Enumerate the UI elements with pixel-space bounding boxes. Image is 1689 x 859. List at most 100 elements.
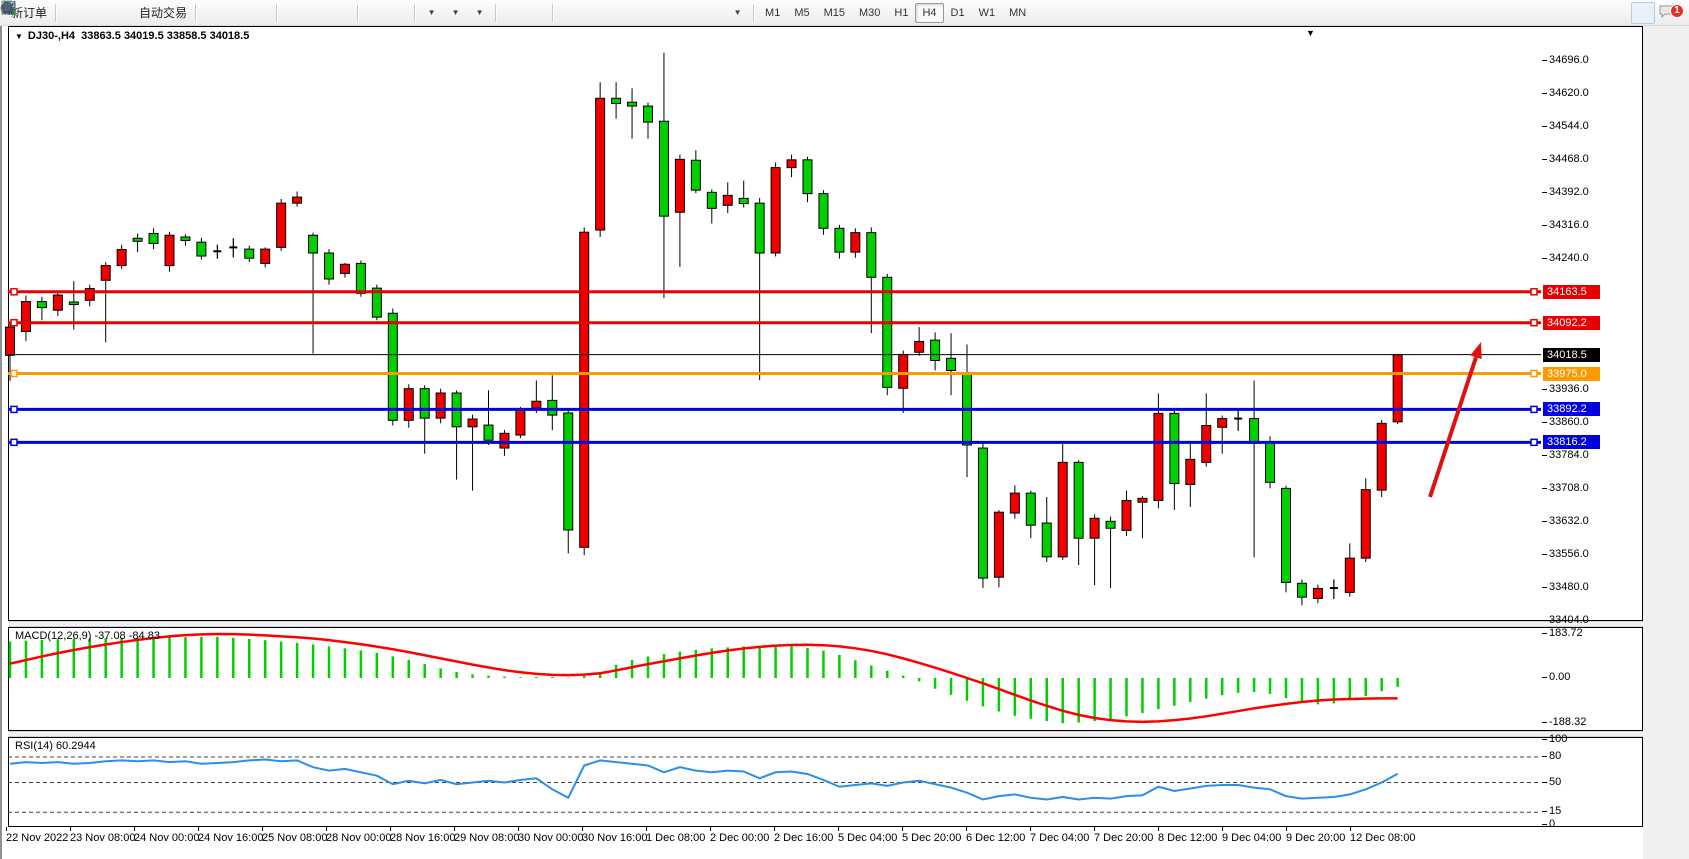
chart-shift-button[interactable] [1,2,410,24]
time-tick [262,827,263,831]
line-handle[interactable] [1530,405,1538,414]
timeframe-button-m1[interactable]: M1 [765,6,781,19]
line-handle[interactable] [1530,369,1538,378]
line-handle[interactable] [10,405,18,414]
tile-windows-button[interactable] [1,1,353,24]
line-handle[interactable] [1530,288,1538,296]
horizontal-line-button[interactable] [2,2,605,24]
line-chart-button[interactable] [1,2,272,24]
timeframe-button-d1[interactable]: D1 [950,6,965,19]
rsi-name: RSI [15,740,34,752]
window-left-edge [0,26,2,859]
crosshair-button[interactable] [2,2,548,24]
text-button[interactable]: A [4,1,701,24]
time-tick [1222,827,1223,831]
timeframe-button-w1[interactable]: W1 [978,6,996,19]
level-price-label: 33975.0 [1543,366,1600,381]
timeframe-button-m30[interactable]: M30 [859,6,881,19]
axis-tick-label: 33632.0 [1542,515,1589,527]
candlestick-button[interactable] [2,1,248,24]
panel-splitter[interactable] [8,621,1643,627]
vertical-line-button[interactable] [7,2,581,24]
separator [55,3,57,22]
chat-button[interactable]: 1 [1657,2,1684,24]
time-tick-label: 23 Nov 08:00 [70,832,136,844]
line-handle[interactable] [10,288,18,296]
axis-tick-label: 33404.0 [1542,614,1589,626]
indicators-button[interactable]: ▼ [1,1,491,24]
chart-title: ▼ DJ30-,H4 33863.5 34019.5 33858.5 34018… [15,30,249,42]
axis-tick-label: 15 [1542,805,1561,817]
bar-chart-button[interactable] [2,2,224,24]
time-tick [6,827,7,831]
price-chart-canvas[interactable] [5,27,1541,621]
timeframe-button-mn[interactable]: MN [1009,6,1027,19]
panel-splitter[interactable] [8,731,1643,737]
axis-tick-label: 33480.0 [1542,581,1589,593]
line-handle[interactable] [1530,318,1538,327]
time-tick [518,827,519,831]
time-tick-label: 12 Dec 08:00 [1350,832,1416,844]
timeframe-button-m5[interactable]: M5 [794,6,810,19]
chart-symbol-period: DJ30-,H4 [27,30,75,42]
timeframe-bar: M1 M5 M15 M30 H1 H4 D1 W1 MN [758,2,1033,23]
rsi-value: 60.2944 [55,740,96,752]
timeframe-button-m15[interactable]: M15 [823,6,845,19]
svg-text:A: A [4,1,12,15]
fibonacci-button[interactable]: F [2,2,677,24]
time-tick-label: 30 Nov 00:00 [518,832,584,844]
time-tick [1286,827,1287,831]
cursor-button[interactable] [4,0,524,24]
auto-trading-label: 自动交易 [139,6,188,20]
text-label-button[interactable]: T [1,1,725,24]
dropdown-arrow-icon: ▼ [451,8,460,17]
time-tick [582,827,583,831]
equidistant-channel-button[interactable]: E [1,2,653,24]
notification-badge: 1 [1670,3,1684,18]
axis-tick-label: 33860.0 [1542,416,1589,428]
line-handle[interactable] [1530,438,1538,447]
time-tick-label: 28 Nov 00:00 [326,832,392,844]
search-button[interactable] [1,1,1655,24]
auto-trading-button[interactable]: 自动交易 [0,1,191,24]
timeframe-button-h1[interactable]: H1 [894,6,909,19]
horizontal-level-line[interactable] [8,405,1541,414]
rsi-label: RSI(14) 60.2944 [15,740,96,752]
horizontal-level-line[interactable] [8,369,1541,378]
periods-button[interactable]: ▼ [1,1,467,24]
navigator-button[interactable] [2,0,132,24]
separator [552,3,554,22]
time-tick [390,827,391,831]
line-handle[interactable] [10,369,18,378]
trendline-button[interactable] [2,2,629,24]
horizontal-level-line[interactable] [8,318,1541,327]
trend-arrow-annotation[interactable] [1428,342,1482,498]
axis-tick-label: 33936.0 [1542,383,1589,395]
line-handle[interactable] [10,318,18,327]
level-price-label: 34092.2 [1543,315,1600,330]
axis-tick-label: 33784.0 [1542,449,1589,461]
macd-signal-line [9,632,1398,724]
separator [276,3,278,22]
chart-shift-marker[interactable]: ▼ [1306,28,1315,38]
new-chart-button[interactable]: ▼ [1,1,443,24]
horizontal-level-line[interactable] [8,288,1541,296]
time-tick-label: 24 Nov 00:00 [134,832,200,844]
data-window-button[interactable] [1,2,108,24]
auto-scroll-button[interactable] [1,2,386,24]
horizontal-level-line[interactable] [8,438,1541,447]
time-tick [646,827,647,831]
arrows-button[interactable]: ▼ [1,2,749,24]
time-tick-label: 2 Dec 16:00 [774,832,834,844]
zoom-out-button[interactable] [1,1,329,24]
separator [753,3,755,22]
level-price-label: 34163.5 [1543,284,1600,299]
axis-tick-label: 183.72 [1542,627,1583,639]
time-tick-label: 28 Nov 16:00 [390,832,456,844]
ohlc-expander-icon[interactable]: ▼ [15,31,23,41]
zoom-in-button[interactable] [1,1,305,24]
line-handle[interactable] [10,438,18,447]
market-watch-button[interactable] [2,1,84,24]
time-tick-label: 7 Dec 20:00 [1094,832,1154,844]
timeframe-button-h4[interactable]: H4 [915,2,944,23]
